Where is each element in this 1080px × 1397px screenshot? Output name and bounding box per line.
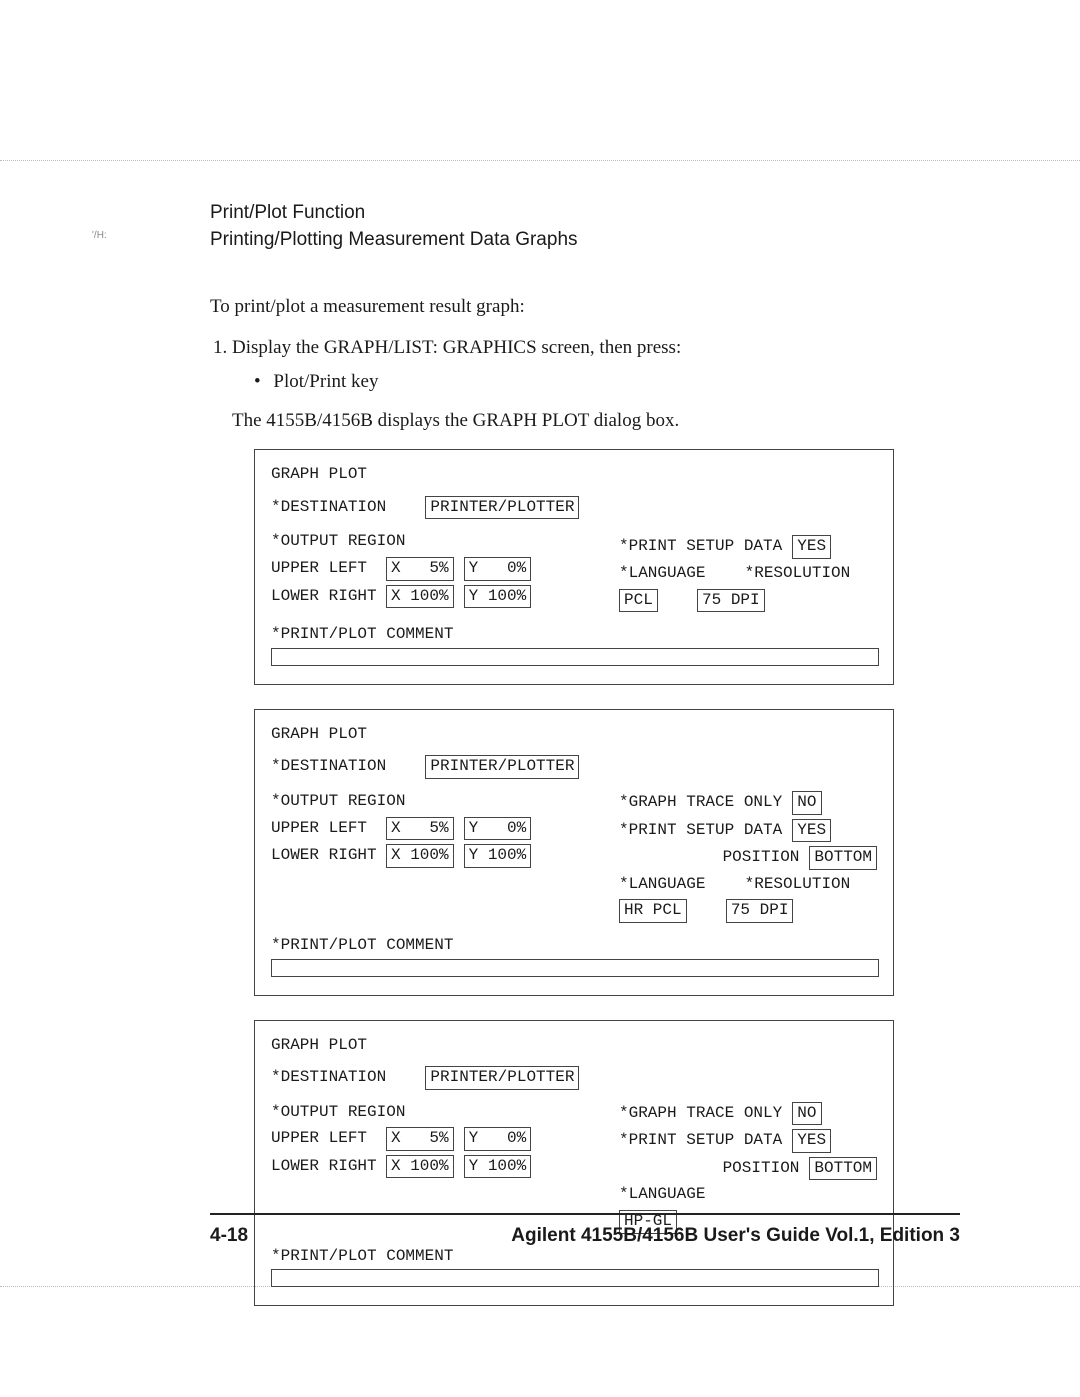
body-text: To print/plot a measurement result graph… xyxy=(210,293,960,1306)
field-box: Y 100% xyxy=(464,1155,532,1179)
label-print-plot-comment: *PRINT/PLOT COMMENT xyxy=(271,935,877,957)
dialog-title: GRAPH PLOT xyxy=(271,464,877,486)
footer-title: Agilent 4155B/4156B User's Guide Vol.1, … xyxy=(511,1225,960,1247)
page-number: 4-18 xyxy=(210,1225,248,1247)
label-upper-left: UPPER LEFT xyxy=(271,558,376,580)
label-lower-right: LOWER RIGHT xyxy=(271,586,376,608)
field-box: NO xyxy=(792,1102,822,1126)
label-resolution: *RESOLUTION xyxy=(745,563,851,585)
field-box: Y 0% xyxy=(464,557,532,581)
scan-artifact-line-top xyxy=(0,160,1080,161)
label-output-region: *OUTPUT REGION xyxy=(271,1102,591,1124)
label-destination: *DESTINATION xyxy=(271,756,386,778)
margin-mark: '/H: xyxy=(92,230,107,241)
page-footer: 4-18 Agilent 4155B/4156B User's Guide Vo… xyxy=(210,1213,960,1247)
header-line-2: Printing/Plotting Measurement Data Graph… xyxy=(210,227,960,254)
after-bullet-text: The 4155B/4156B displays the GRAPH PLOT … xyxy=(232,407,960,436)
graph-plot-dialog-2: GRAPH PLOT *DESTINATION PRINTER/PLOTTER *O… xyxy=(254,709,894,996)
page-header: Print/Plot Function Printing/Plotting Me… xyxy=(210,200,960,253)
field-box: PCL xyxy=(619,589,658,613)
field-box: Y 0% xyxy=(464,817,532,841)
label-resolution: *RESOLUTION xyxy=(745,874,851,896)
field-box: 75 DPI xyxy=(726,899,794,923)
step-1-text: Display the GRAPH/LIST: GRAPHICS screen,… xyxy=(232,337,681,358)
field-box: YES xyxy=(792,535,831,559)
label-position: POSITION xyxy=(619,847,799,869)
step-1: Display the GRAPH/LIST: GRAPHICS screen,… xyxy=(232,334,960,1307)
graph-plot-dialog-1: GRAPH PLOT *DESTINATION PRINTER/PLOTTER *O… xyxy=(254,449,894,685)
step-list: Display the GRAPH/LIST: GRAPHICS screen,… xyxy=(210,334,960,1307)
label-print-plot-comment: *PRINT/PLOT COMMENT xyxy=(271,624,877,646)
field-box: PRINTER/PLOTTER xyxy=(425,1066,579,1090)
label-setup-data: *PRINT SETUP DATA xyxy=(619,820,782,842)
label-output-region: *OUTPUT REGION xyxy=(271,531,591,553)
field-box: X 5% xyxy=(386,1127,454,1151)
label-setup-data: *PRINT SETUP DATA xyxy=(619,536,782,558)
bullet-plot-print: Plot/Print key xyxy=(272,368,960,397)
label-upper-left: UPPER LEFT xyxy=(271,818,376,840)
dialog-title: GRAPH PLOT xyxy=(271,1035,877,1057)
field-box: X 100% xyxy=(386,585,454,609)
label-trace-only: *GRAPH TRACE ONLY xyxy=(619,792,782,814)
field-box: X 100% xyxy=(386,1155,454,1179)
label-language: *LANGUAGE xyxy=(619,1184,705,1206)
header-line-1: Print/Plot Function xyxy=(210,200,960,227)
field-box: 75 DPI xyxy=(697,589,765,613)
label-print-plot-comment: *PRINT/PLOT COMMENT xyxy=(271,1246,877,1268)
label-position: POSITION xyxy=(619,1158,799,1180)
step-1-sublist: Plot/Print key xyxy=(232,368,960,397)
page-content: Print/Plot Function Printing/Plotting Me… xyxy=(0,0,1080,1390)
field-box: YES xyxy=(792,819,831,843)
field-box: BOTTOM xyxy=(809,1157,877,1181)
label-lower-right: LOWER RIGHT xyxy=(271,845,376,867)
field-box: NO xyxy=(792,791,822,815)
label-destination: *DESTINATION xyxy=(271,497,386,519)
field-box: YES xyxy=(792,1129,831,1153)
field-box: BOTTOM xyxy=(809,846,877,870)
field-box: X 5% xyxy=(386,557,454,581)
graph-plot-dialog-3: GRAPH PLOT *DESTINATION PRINTER/PLOTTER *O… xyxy=(254,1020,894,1307)
label-output-region: *OUTPUT REGION xyxy=(271,791,591,813)
label-upper-left: UPPER LEFT xyxy=(271,1128,376,1150)
field-box: Y 100% xyxy=(464,844,532,868)
label-setup-data: *PRINT SETUP DATA xyxy=(619,1130,782,1152)
field-box: Y 100% xyxy=(464,585,532,609)
label-lower-right: LOWER RIGHT xyxy=(271,1156,376,1178)
label-language: *LANGUAGE xyxy=(619,874,705,896)
field-box: HR PCL xyxy=(619,899,687,923)
label-destination: *DESTINATION xyxy=(271,1067,386,1089)
field-box: PRINTER/PLOTTER xyxy=(425,755,579,779)
dialog-title: GRAPH PLOT xyxy=(271,724,877,746)
label-language: *LANGUAGE xyxy=(619,563,705,585)
field-box: X 5% xyxy=(386,817,454,841)
comment-input-box xyxy=(271,648,879,666)
field-box: Y 0% xyxy=(464,1127,532,1151)
field-box: X 100% xyxy=(386,844,454,868)
comment-input-box xyxy=(271,1269,879,1287)
label-trace-only: *GRAPH TRACE ONLY xyxy=(619,1103,782,1125)
comment-input-box xyxy=(271,959,879,977)
field-box: PRINTER/PLOTTER xyxy=(425,496,579,520)
intro-text: To print/plot a measurement result graph… xyxy=(210,293,960,322)
